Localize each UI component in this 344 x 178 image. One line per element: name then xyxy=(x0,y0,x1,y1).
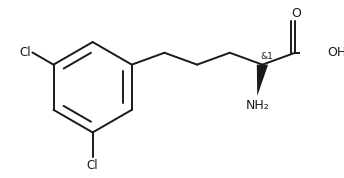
Text: &1: &1 xyxy=(261,52,273,61)
Text: Cl: Cl xyxy=(87,158,98,172)
Text: NH₂: NH₂ xyxy=(245,99,269,112)
Polygon shape xyxy=(257,65,268,96)
Text: OH: OH xyxy=(327,46,344,59)
Text: Cl: Cl xyxy=(19,46,31,59)
Text: O: O xyxy=(291,7,301,20)
